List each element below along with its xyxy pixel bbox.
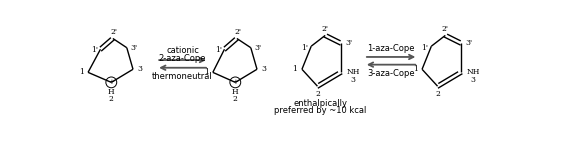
Text: 2: 2	[109, 95, 114, 103]
Text: 3: 3	[350, 76, 356, 84]
Text: 2': 2'	[321, 25, 329, 33]
Text: 3: 3	[471, 76, 476, 84]
Text: 2': 2'	[110, 28, 117, 36]
Text: cationic: cationic	[166, 46, 199, 55]
Text: 3': 3'	[345, 39, 352, 47]
Text: 2-aza-Cope: 2-aza-Cope	[159, 54, 206, 63]
Text: 2: 2	[233, 95, 238, 103]
Text: +: +	[232, 79, 238, 85]
Text: 1-aza-Cope: 1-aza-Cope	[367, 44, 415, 53]
Text: enthalpically: enthalpically	[294, 99, 348, 108]
Text: 2: 2	[435, 90, 440, 98]
Text: NH: NH	[347, 68, 360, 76]
Text: H: H	[108, 88, 115, 96]
Text: H: H	[232, 88, 239, 96]
Text: NH: NH	[467, 68, 481, 76]
Text: 3': 3'	[254, 44, 261, 52]
Text: 3-aza-Cope: 3-aza-Cope	[367, 69, 415, 78]
Text: 1': 1'	[421, 44, 428, 52]
Text: 1: 1	[80, 68, 84, 76]
Text: +: +	[108, 79, 114, 85]
Text: 1: 1	[293, 65, 298, 73]
Text: 3: 3	[261, 65, 266, 73]
Text: 1: 1	[413, 65, 417, 73]
Text: 2': 2'	[442, 25, 449, 33]
Text: 1': 1'	[301, 44, 308, 52]
Text: 1: 1	[204, 68, 209, 76]
Text: 3': 3'	[465, 39, 472, 47]
Text: preferred by ~10 kcal: preferred by ~10 kcal	[274, 106, 367, 115]
Text: 1': 1'	[91, 46, 98, 54]
Text: 1': 1'	[215, 46, 222, 54]
Text: 2: 2	[315, 90, 320, 98]
Text: 2': 2'	[234, 28, 241, 36]
Text: thermoneutral: thermoneutral	[152, 72, 213, 81]
Text: 3': 3'	[130, 44, 137, 52]
Text: 3: 3	[137, 65, 143, 73]
